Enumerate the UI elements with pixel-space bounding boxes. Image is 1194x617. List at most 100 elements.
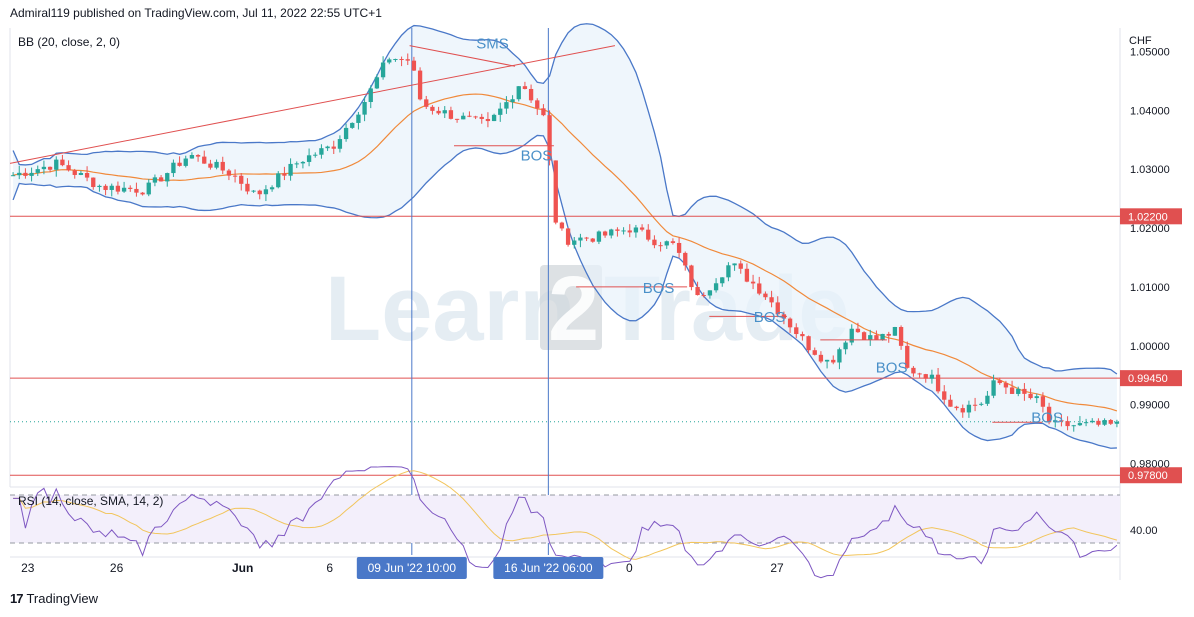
candle-body	[17, 172, 22, 176]
candle-body	[276, 173, 281, 188]
price-level-tag	[1120, 208, 1182, 225]
candle-body	[411, 60, 417, 71]
y-tick-label: 1.01000	[1130, 282, 1170, 294]
candle-body	[97, 185, 102, 188]
candle-body	[757, 283, 762, 294]
price-level-label: 0.97800	[1128, 470, 1168, 482]
candle-body	[121, 187, 127, 192]
candle-body	[664, 241, 669, 246]
candle-body	[769, 297, 774, 303]
tradingview-logo-icon: 17	[10, 591, 24, 606]
x-tick-label: Jun	[232, 561, 253, 575]
candle-body	[454, 118, 460, 120]
candle-body	[60, 159, 65, 166]
candle-body	[966, 404, 972, 413]
candle-body	[202, 156, 207, 164]
candle-body	[979, 403, 984, 405]
candle-body	[257, 190, 262, 195]
candle-body	[572, 240, 577, 245]
candle-body	[171, 162, 176, 174]
candle-body	[547, 115, 552, 161]
candle-body	[898, 326, 904, 346]
crosshair-date-tag	[493, 557, 604, 579]
currency-label: CHF	[1129, 35, 1152, 47]
candle-body	[331, 146, 336, 149]
candle-body	[738, 263, 743, 269]
candle-body	[461, 115, 466, 120]
candle-body	[578, 237, 583, 241]
candle-body	[942, 391, 947, 400]
candle-body	[374, 77, 380, 89]
candle-body	[590, 238, 595, 242]
candle-body	[91, 177, 96, 188]
candle-body	[812, 350, 817, 355]
candle-body	[350, 122, 355, 128]
candle-body	[615, 229, 620, 231]
footer-brand-text: TradingView	[26, 591, 99, 606]
candle-body	[849, 328, 854, 343]
candle-body	[954, 406, 959, 409]
candle-body	[1034, 396, 1039, 399]
candle-body	[54, 159, 59, 170]
candle-body	[251, 190, 256, 192]
candle-body	[103, 185, 108, 190]
candle-body	[602, 231, 608, 236]
candle-body	[985, 395, 990, 404]
candle-body	[683, 252, 688, 266]
candle-body	[23, 172, 28, 176]
candle-body	[288, 163, 293, 176]
candle-body	[208, 163, 213, 168]
candle-body	[491, 114, 497, 122]
candle-body	[467, 115, 472, 117]
candle-body	[10, 175, 16, 177]
candle-body	[935, 374, 941, 392]
bos-label: BOS	[643, 280, 675, 297]
candle-body	[220, 161, 225, 171]
candle-body	[430, 106, 435, 111]
indicator-legend: BB (20, close, 2, 0)	[18, 35, 120, 49]
candle-body	[559, 222, 565, 229]
candle-body	[405, 59, 410, 61]
candle-body	[695, 287, 700, 296]
candle-body	[1077, 423, 1083, 426]
candle-body	[584, 237, 589, 239]
candle-body	[442, 110, 447, 114]
candle-body	[498, 108, 503, 115]
candle-body	[596, 231, 602, 242]
candle-body	[300, 161, 306, 164]
rsi-legend: RSI (14, close, SMA, 14, 2)	[18, 494, 163, 508]
bb-fill	[13, 23, 1117, 449]
bb-upper-line	[12, 23, 1118, 375]
candle-body	[1009, 387, 1015, 394]
candle-body	[831, 359, 836, 363]
candle-body	[165, 173, 170, 182]
trendline	[9, 45, 616, 164]
candle-body	[701, 295, 706, 297]
candle-body	[658, 245, 663, 247]
candle-body	[66, 165, 71, 171]
rsi-tick-label: 40.00	[1130, 525, 1158, 537]
trendline	[409, 45, 516, 67]
candle-body	[306, 155, 312, 162]
candle-body	[1059, 420, 1064, 422]
candle-body	[1114, 421, 1120, 424]
candle-body	[609, 229, 614, 236]
rsi-band-fill	[10, 495, 1120, 543]
candle-body	[713, 283, 719, 291]
x-tick-label: 26	[110, 561, 124, 575]
candle-body	[787, 318, 793, 328]
candle-body	[146, 182, 151, 195]
candle-body	[313, 154, 318, 156]
candle-body	[528, 88, 534, 101]
candle-body	[343, 127, 349, 140]
y-tick-label: 1.02000	[1130, 223, 1170, 235]
price-level-label: 1.02200	[1128, 211, 1168, 223]
footer-brand[interactable]: 17 TradingView	[10, 591, 98, 606]
candle-body	[263, 189, 269, 195]
candle-body	[29, 172, 34, 176]
candle-body	[282, 173, 287, 176]
candle-body	[806, 336, 811, 351]
candle-body	[861, 332, 867, 340]
candle-body	[868, 335, 873, 340]
